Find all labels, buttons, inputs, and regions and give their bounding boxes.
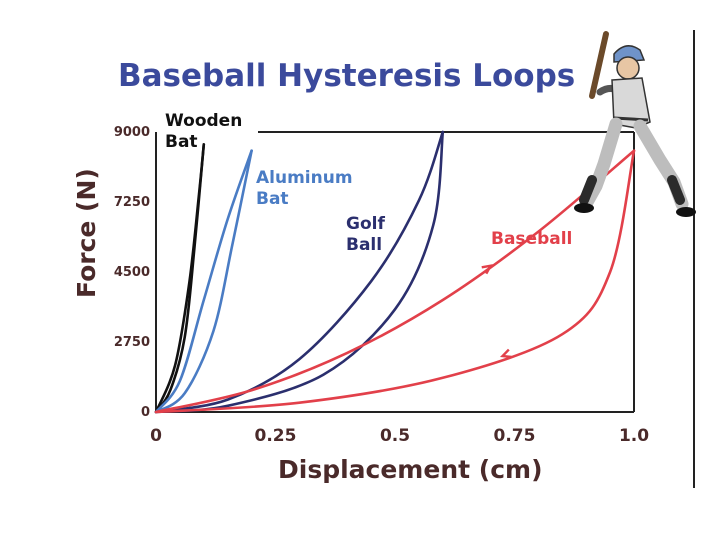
y-tick-label: 4500 xyxy=(114,265,150,280)
batter-helmet xyxy=(613,45,646,63)
y-tick-label: 9000 xyxy=(114,125,150,140)
series-labels: Wooden Bat Aluminum Bat Golf Ball Baseball xyxy=(165,111,572,255)
aluminum-bat-label: Aluminum Bat xyxy=(256,168,353,209)
chart-title: Baseball Hysteresis Loops xyxy=(118,58,575,94)
golf-ball-loading-curve xyxy=(154,130,445,414)
batter-belt xyxy=(613,116,649,122)
baseball-batter-illustration xyxy=(574,31,696,217)
baseball-loading-curve xyxy=(154,149,636,414)
baseball-direction-arrow xyxy=(481,264,493,275)
y-tick-label: 0 xyxy=(141,405,150,420)
x-tick-label: 0.5 xyxy=(380,426,410,446)
batter-socks xyxy=(579,175,685,205)
x-tick-label: 0.25 xyxy=(255,426,297,446)
baseball-direction-arrow xyxy=(499,348,512,359)
wooden-bat-unloading-curve xyxy=(154,143,206,414)
y-axis-label: Force (N) xyxy=(72,168,101,298)
batter-left-shoe xyxy=(574,203,594,213)
series-layer xyxy=(154,130,636,414)
baseball-unloading-curve xyxy=(154,149,636,414)
y-tick-label: 2750 xyxy=(114,335,150,350)
aluminum-bat-loading-curve xyxy=(154,149,253,414)
y-tick-label: 7250 xyxy=(114,195,150,210)
y-tick-labels: 0 2750 4500 7250 9000 xyxy=(114,125,150,420)
golf-ball-label: Golf Ball xyxy=(346,214,385,255)
bat-shape xyxy=(589,31,609,99)
x-tick-labels: 0 0.25 0.5 0.75 1.0 xyxy=(150,426,649,446)
x-tick-label: 0.75 xyxy=(494,426,536,446)
batter-head xyxy=(616,56,640,80)
wooden-bat-label: Wooden Bat xyxy=(165,111,242,152)
x-tick-label: 0 xyxy=(150,426,162,446)
x-axis-label: Displacement (cm) xyxy=(278,455,543,484)
baseball-label: Baseball xyxy=(491,229,572,249)
x-tick-label: 1.0 xyxy=(619,426,649,446)
batter-right-shoe xyxy=(676,207,696,217)
aluminum-bat-unloading-curve xyxy=(154,149,253,414)
